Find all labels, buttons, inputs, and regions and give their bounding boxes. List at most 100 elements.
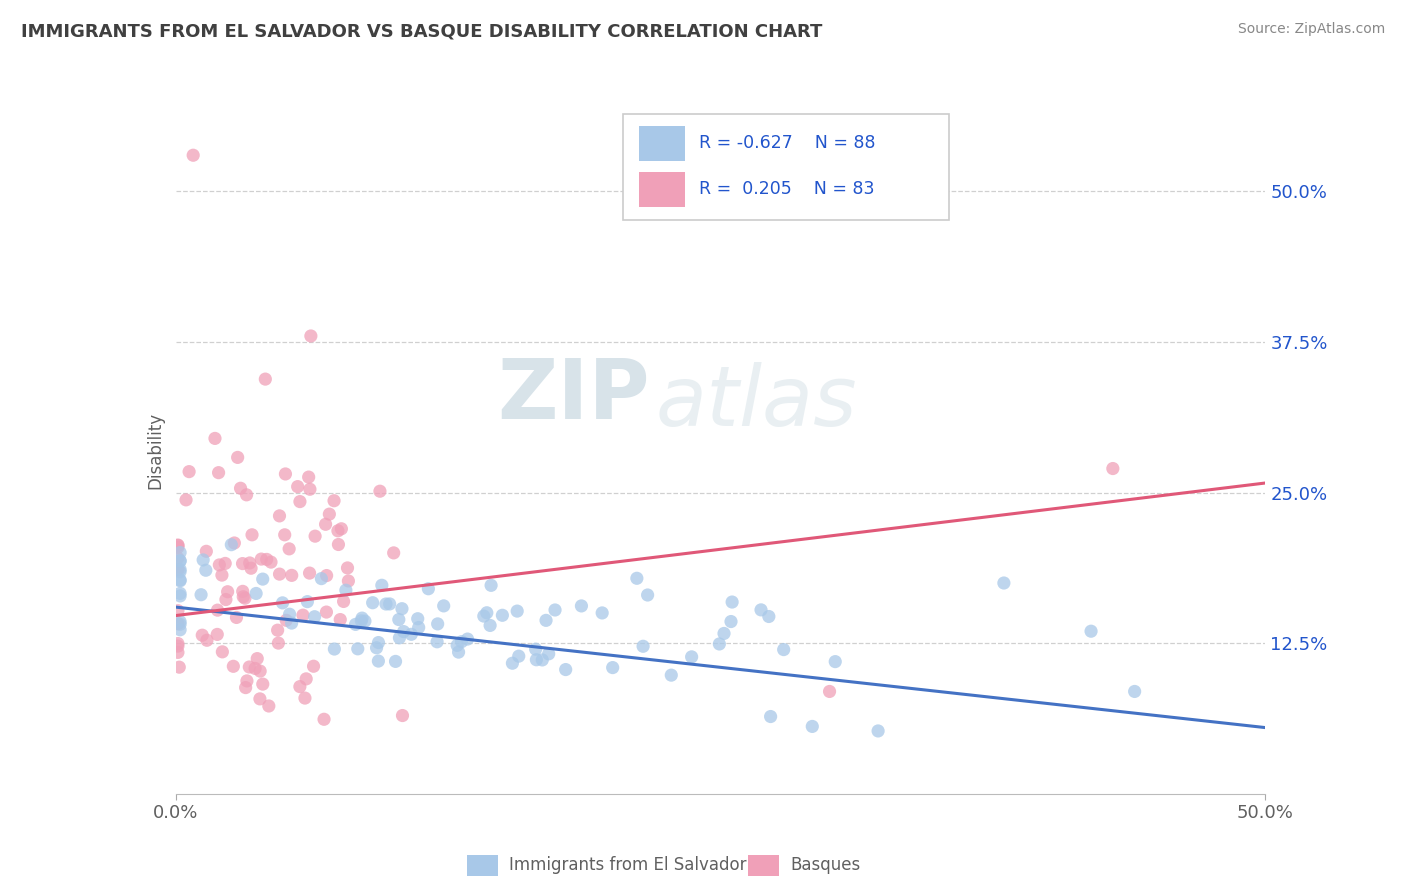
Point — [167, 541, 190, 555]
Point — [204, 431, 226, 445]
Point — [637, 588, 659, 602]
Point — [366, 640, 388, 655]
Point — [329, 613, 352, 627]
Text: Source: ZipAtlas.com: Source: ZipAtlas.com — [1237, 22, 1385, 37]
Point — [174, 492, 197, 507]
Point — [388, 613, 411, 627]
Point — [169, 554, 191, 568]
Point — [195, 544, 218, 558]
Point — [406, 612, 429, 626]
Point — [215, 592, 238, 607]
Point — [824, 655, 846, 669]
Point — [167, 645, 190, 659]
Point — [426, 616, 449, 631]
Point — [252, 677, 274, 691]
Point — [382, 546, 405, 560]
Point — [446, 639, 468, 653]
Point — [534, 613, 557, 627]
Point — [256, 552, 278, 566]
Point — [235, 488, 257, 502]
Point — [336, 561, 359, 575]
Point — [531, 653, 554, 667]
Point — [191, 553, 214, 567]
Point — [401, 627, 423, 641]
Point — [537, 647, 560, 661]
Point — [207, 627, 229, 641]
Point — [295, 672, 318, 686]
Point — [681, 649, 703, 664]
Point — [232, 557, 254, 571]
Point — [759, 709, 782, 723]
Point — [758, 609, 780, 624]
Point — [352, 611, 374, 625]
Point — [240, 528, 263, 542]
Point — [818, 684, 841, 698]
Point — [225, 610, 247, 624]
Point — [169, 589, 191, 603]
Point — [371, 578, 394, 592]
Point — [475, 606, 498, 620]
Point — [479, 618, 502, 632]
Point — [266, 623, 288, 637]
Point — [1102, 461, 1125, 475]
Text: Basques: Basques — [790, 856, 860, 874]
Point — [177, 465, 200, 479]
Point — [211, 568, 233, 582]
Point — [591, 606, 613, 620]
Point — [238, 660, 260, 674]
Point — [297, 594, 319, 608]
Point — [311, 572, 333, 586]
Point — [375, 597, 398, 611]
Point — [269, 508, 291, 523]
FancyBboxPatch shape — [623, 114, 949, 220]
Point — [367, 654, 389, 668]
Point — [304, 529, 326, 543]
Point — [332, 594, 354, 608]
Point — [524, 653, 547, 667]
Point — [720, 615, 742, 629]
Point — [278, 541, 301, 556]
Point — [169, 574, 191, 588]
Point — [367, 635, 389, 649]
Point — [631, 640, 654, 654]
Y-axis label: Disability: Disability — [146, 412, 165, 489]
Point — [249, 691, 271, 706]
Point — [169, 554, 191, 568]
Point — [280, 616, 302, 631]
Point — [288, 680, 311, 694]
Point — [250, 552, 273, 566]
Point — [368, 484, 391, 499]
Point — [190, 588, 212, 602]
Point — [254, 372, 277, 386]
Text: R =  0.205    N = 83: R = 0.205 N = 83 — [699, 180, 875, 198]
Point — [236, 673, 259, 688]
Point — [472, 609, 495, 624]
Point — [354, 614, 377, 628]
Point — [298, 566, 321, 580]
Point — [224, 536, 246, 550]
Point — [392, 624, 415, 639]
Point — [167, 539, 190, 553]
Point — [571, 599, 593, 613]
Point — [169, 617, 191, 632]
Bar — [467, 855, 498, 876]
Point — [235, 681, 257, 695]
Point — [659, 668, 682, 682]
Point — [602, 660, 624, 674]
Point — [240, 561, 263, 575]
Point — [772, 642, 794, 657]
Point — [276, 613, 298, 627]
Point — [384, 654, 406, 668]
Point — [450, 634, 472, 648]
Point — [239, 556, 262, 570]
Point — [457, 632, 479, 646]
Text: ZIP: ZIP — [498, 355, 650, 436]
Point — [278, 607, 301, 622]
Point — [169, 615, 191, 629]
Point — [318, 507, 340, 521]
Point — [288, 494, 311, 508]
Point — [269, 567, 291, 582]
Point — [298, 482, 321, 496]
Point — [524, 642, 547, 657]
Point — [245, 586, 267, 600]
